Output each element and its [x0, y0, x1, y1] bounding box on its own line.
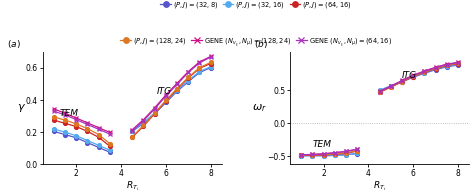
X-axis label: $R_{T_i}$: $R_{T_i}$: [373, 180, 386, 191]
Y-axis label: $\gamma$: $\gamma$: [17, 102, 26, 114]
Text: ITG: ITG: [402, 71, 417, 80]
Text: TEM: TEM: [312, 140, 331, 149]
X-axis label: $R_{T_i}$: $R_{T_i}$: [126, 180, 139, 191]
Y-axis label: $\omega_r$: $\omega_r$: [252, 102, 267, 114]
Text: $(b)$: $(b)$: [254, 38, 268, 50]
Legend: $(P,J) = (128,24)$, GENE $(N_{v_{\parallel}},N_{\mu}) = (128,24)$, GENE $(N_{v_{: $(P,J) = (128,24)$, GENE $(N_{v_{\parall…: [120, 36, 392, 48]
Text: TEM: TEM: [59, 109, 79, 118]
Text: ITG: ITG: [157, 87, 172, 96]
Text: $(a)$: $(a)$: [7, 38, 20, 50]
